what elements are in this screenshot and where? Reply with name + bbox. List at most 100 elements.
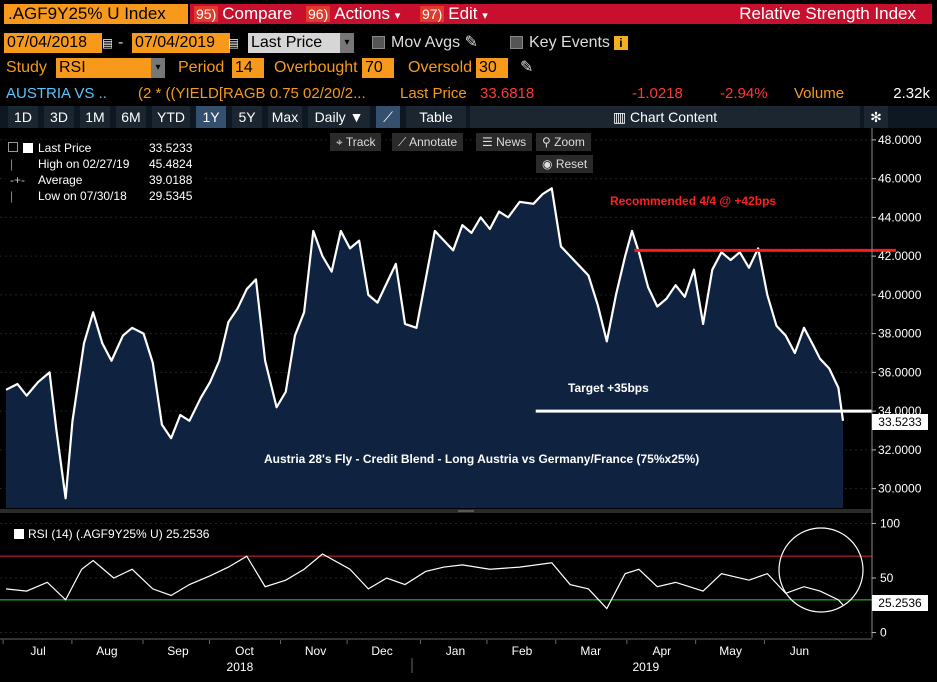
checkbox-icon[interactable]: [8, 142, 18, 152]
security-name: AUSTRIA VS ...: [6, 85, 106, 102]
line-chart-icon[interactable]: ⟋: [376, 106, 400, 128]
highlight-circle: [778, 527, 864, 613]
oversold-input[interactable]: 30: [476, 58, 508, 78]
chart-content-button[interactable]: ▥ Chart Content: [470, 106, 860, 128]
period-label: Period: [178, 59, 225, 76]
security-bar: AUSTRIA VS ... (2 * ((YIELD[RAGB 0.75 02…: [0, 84, 937, 106]
news-icon: ☰: [482, 135, 493, 149]
legend-label: Low on 07/30/18: [38, 188, 127, 204]
frequency-select[interactable]: Daily ▼: [308, 106, 370, 128]
x-tick-label: Jan: [446, 644, 465, 658]
study-label: Study: [6, 59, 47, 76]
y-tick-label: 40.0000: [878, 288, 922, 302]
range-3d[interactable]: 3D: [44, 106, 74, 128]
chevron-down-icon[interactable]: ▾: [340, 33, 354, 53]
panel-divider: [0, 509, 872, 513]
range-1m[interactable]: 1M: [80, 106, 110, 128]
series-swatch: [23, 143, 33, 153]
checkbox-icon: [510, 36, 523, 50]
field-select[interactable]: Last Price: [248, 33, 342, 53]
chevron-down-icon: ▾: [394, 10, 401, 22]
legend-row-last-price: Last Price 33.5233: [6, 140, 202, 156]
period-input[interactable]: 14: [232, 58, 264, 78]
table-button[interactable]: Table: [406, 106, 466, 128]
target-annotation: Target +35bps: [568, 381, 649, 395]
price-change-pct: -2.94%: [720, 85, 768, 102]
start-date-input[interactable]: 07/04/2018: [4, 33, 102, 53]
price-plot: [0, 128, 896, 513]
range-1d[interactable]: 1D: [8, 106, 38, 128]
axes: 48.0000 46.0000 44.0000 42.0000 40.0000 38.00…: [0, 128, 922, 674]
rsi-line: [5, 553, 844, 610]
recommended-annotation: Recommended 4/4 @ +42bps: [610, 194, 777, 208]
key-events-toggle[interactable]: Key Events i: [510, 33, 640, 53]
ticker-field[interactable]: .AGF9Y25% U Index: [4, 4, 188, 24]
x-tick-label: Aug: [96, 644, 117, 658]
panel-title-bar: Relative Strength Index: [500, 4, 932, 24]
price-line: [5, 187, 845, 500]
calendar-icon[interactable]: ▤: [102, 36, 112, 50]
y-tick-label: 44.0000: [878, 210, 922, 224]
y-tick-label: 32.0000: [878, 443, 922, 457]
chevron-down-icon: ▼: [349, 109, 364, 125]
legend-row-high: | High on 02/27/19 45.4824: [6, 156, 202, 172]
rsi-tick-label: 0: [880, 626, 887, 640]
legend-label: Average: [38, 172, 83, 188]
reset-button[interactable]: ◉ Reset: [536, 155, 594, 173]
y-tick-label: 30.0000: [878, 482, 922, 496]
calendar-icon[interactable]: ▤: [228, 36, 238, 50]
edit-button[interactable]: 97) Edit ▾: [416, 4, 506, 24]
last-price-value: 33.6818: [480, 85, 535, 102]
legend-value: 29.5345: [149, 189, 193, 203]
zoom-button[interactable]: ⚲ Zoom: [536, 133, 591, 151]
end-date-input[interactable]: 07/04/2019: [132, 33, 230, 53]
annotate-button[interactable]: ⟋ Annotate: [392, 133, 464, 151]
y-tick-label: 46.0000: [878, 172, 922, 186]
chevron-down-icon[interactable]: ▾: [151, 58, 165, 78]
study-select[interactable]: RSI: [56, 58, 154, 78]
legend-connector: |: [10, 157, 14, 171]
bar-chart-icon: ▥: [612, 109, 627, 125]
x-tick-label: Feb: [512, 644, 533, 658]
compare-button[interactable]: 95) Compare: [190, 4, 306, 24]
legend-value: 45.4824: [149, 157, 193, 171]
pencil-icon[interactable]: ✎: [520, 59, 534, 76]
legend-row-average: -+- Average 39.0188: [6, 172, 202, 188]
range-ytd[interactable]: YTD: [152, 106, 190, 128]
crosshair-icon: ⌖: [336, 135, 343, 149]
series-swatch: [14, 529, 24, 539]
range-1y[interactable]: 1Y: [196, 106, 226, 128]
x-tick-label: Nov: [305, 644, 326, 658]
x-tick-label: Apr: [652, 644, 671, 658]
legend-connector: |: [10, 189, 14, 203]
security-formula: (2 * ((YIELD[RAGB 0.75 02/20/2...: [138, 85, 366, 102]
price-legend: Last Price 33.5233 | High on 02/27/19 45.48…: [6, 140, 202, 204]
x-tick-label: Oct: [235, 644, 254, 658]
radio-icon: ◉: [542, 157, 553, 171]
x-year-label: 2019: [632, 660, 659, 674]
track-button[interactable]: ⌖ Track: [330, 133, 382, 151]
chevron-down-icon: ▾: [482, 10, 488, 22]
rsi-legend-label: RSI (14) (.AGF9Y25% U) 25.2536: [28, 527, 210, 541]
pencil-icon: ✎: [464, 34, 478, 51]
range-toolbar: 1D 3D 1M 6M YTD 1Y 5Y Max Daily ▼ ⟋ Tabl…: [0, 106, 937, 128]
panel-title: Relative Strength Index: [739, 4, 916, 23]
gear-icon[interactable]: ✻: [864, 106, 888, 128]
range-6m[interactable]: 6M: [116, 106, 146, 128]
x-tick-label: Jul: [30, 644, 45, 658]
actions-button[interactable]: 96) Actions ▾: [302, 4, 420, 24]
info-icon: i: [613, 35, 628, 50]
legend-row-low: | Low on 07/30/18 29.5345: [6, 188, 202, 204]
news-button[interactable]: ☰ News: [476, 133, 533, 151]
range-max[interactable]: Max: [268, 106, 302, 128]
price-change: -1.0218: [632, 85, 683, 102]
price-area: [6, 188, 843, 508]
range-5y[interactable]: 5Y: [232, 106, 262, 128]
date-range-bar: 07/04/2018 ▤ - 07/04/2019 ▤ Last Price ▾…: [0, 33, 937, 55]
volume-label: Volume: [794, 85, 845, 102]
overbought-input[interactable]: 70: [362, 58, 394, 78]
oversold-label: Oversold: [408, 59, 473, 76]
rsi-plot: [0, 522, 872, 634]
chart-canvas: 48.0000 46.0000 44.0000 42.0000 40.0000 38.00…: [0, 128, 922, 674]
mov-avgs-toggle[interactable]: Mov Avgs ✎: [372, 33, 492, 53]
